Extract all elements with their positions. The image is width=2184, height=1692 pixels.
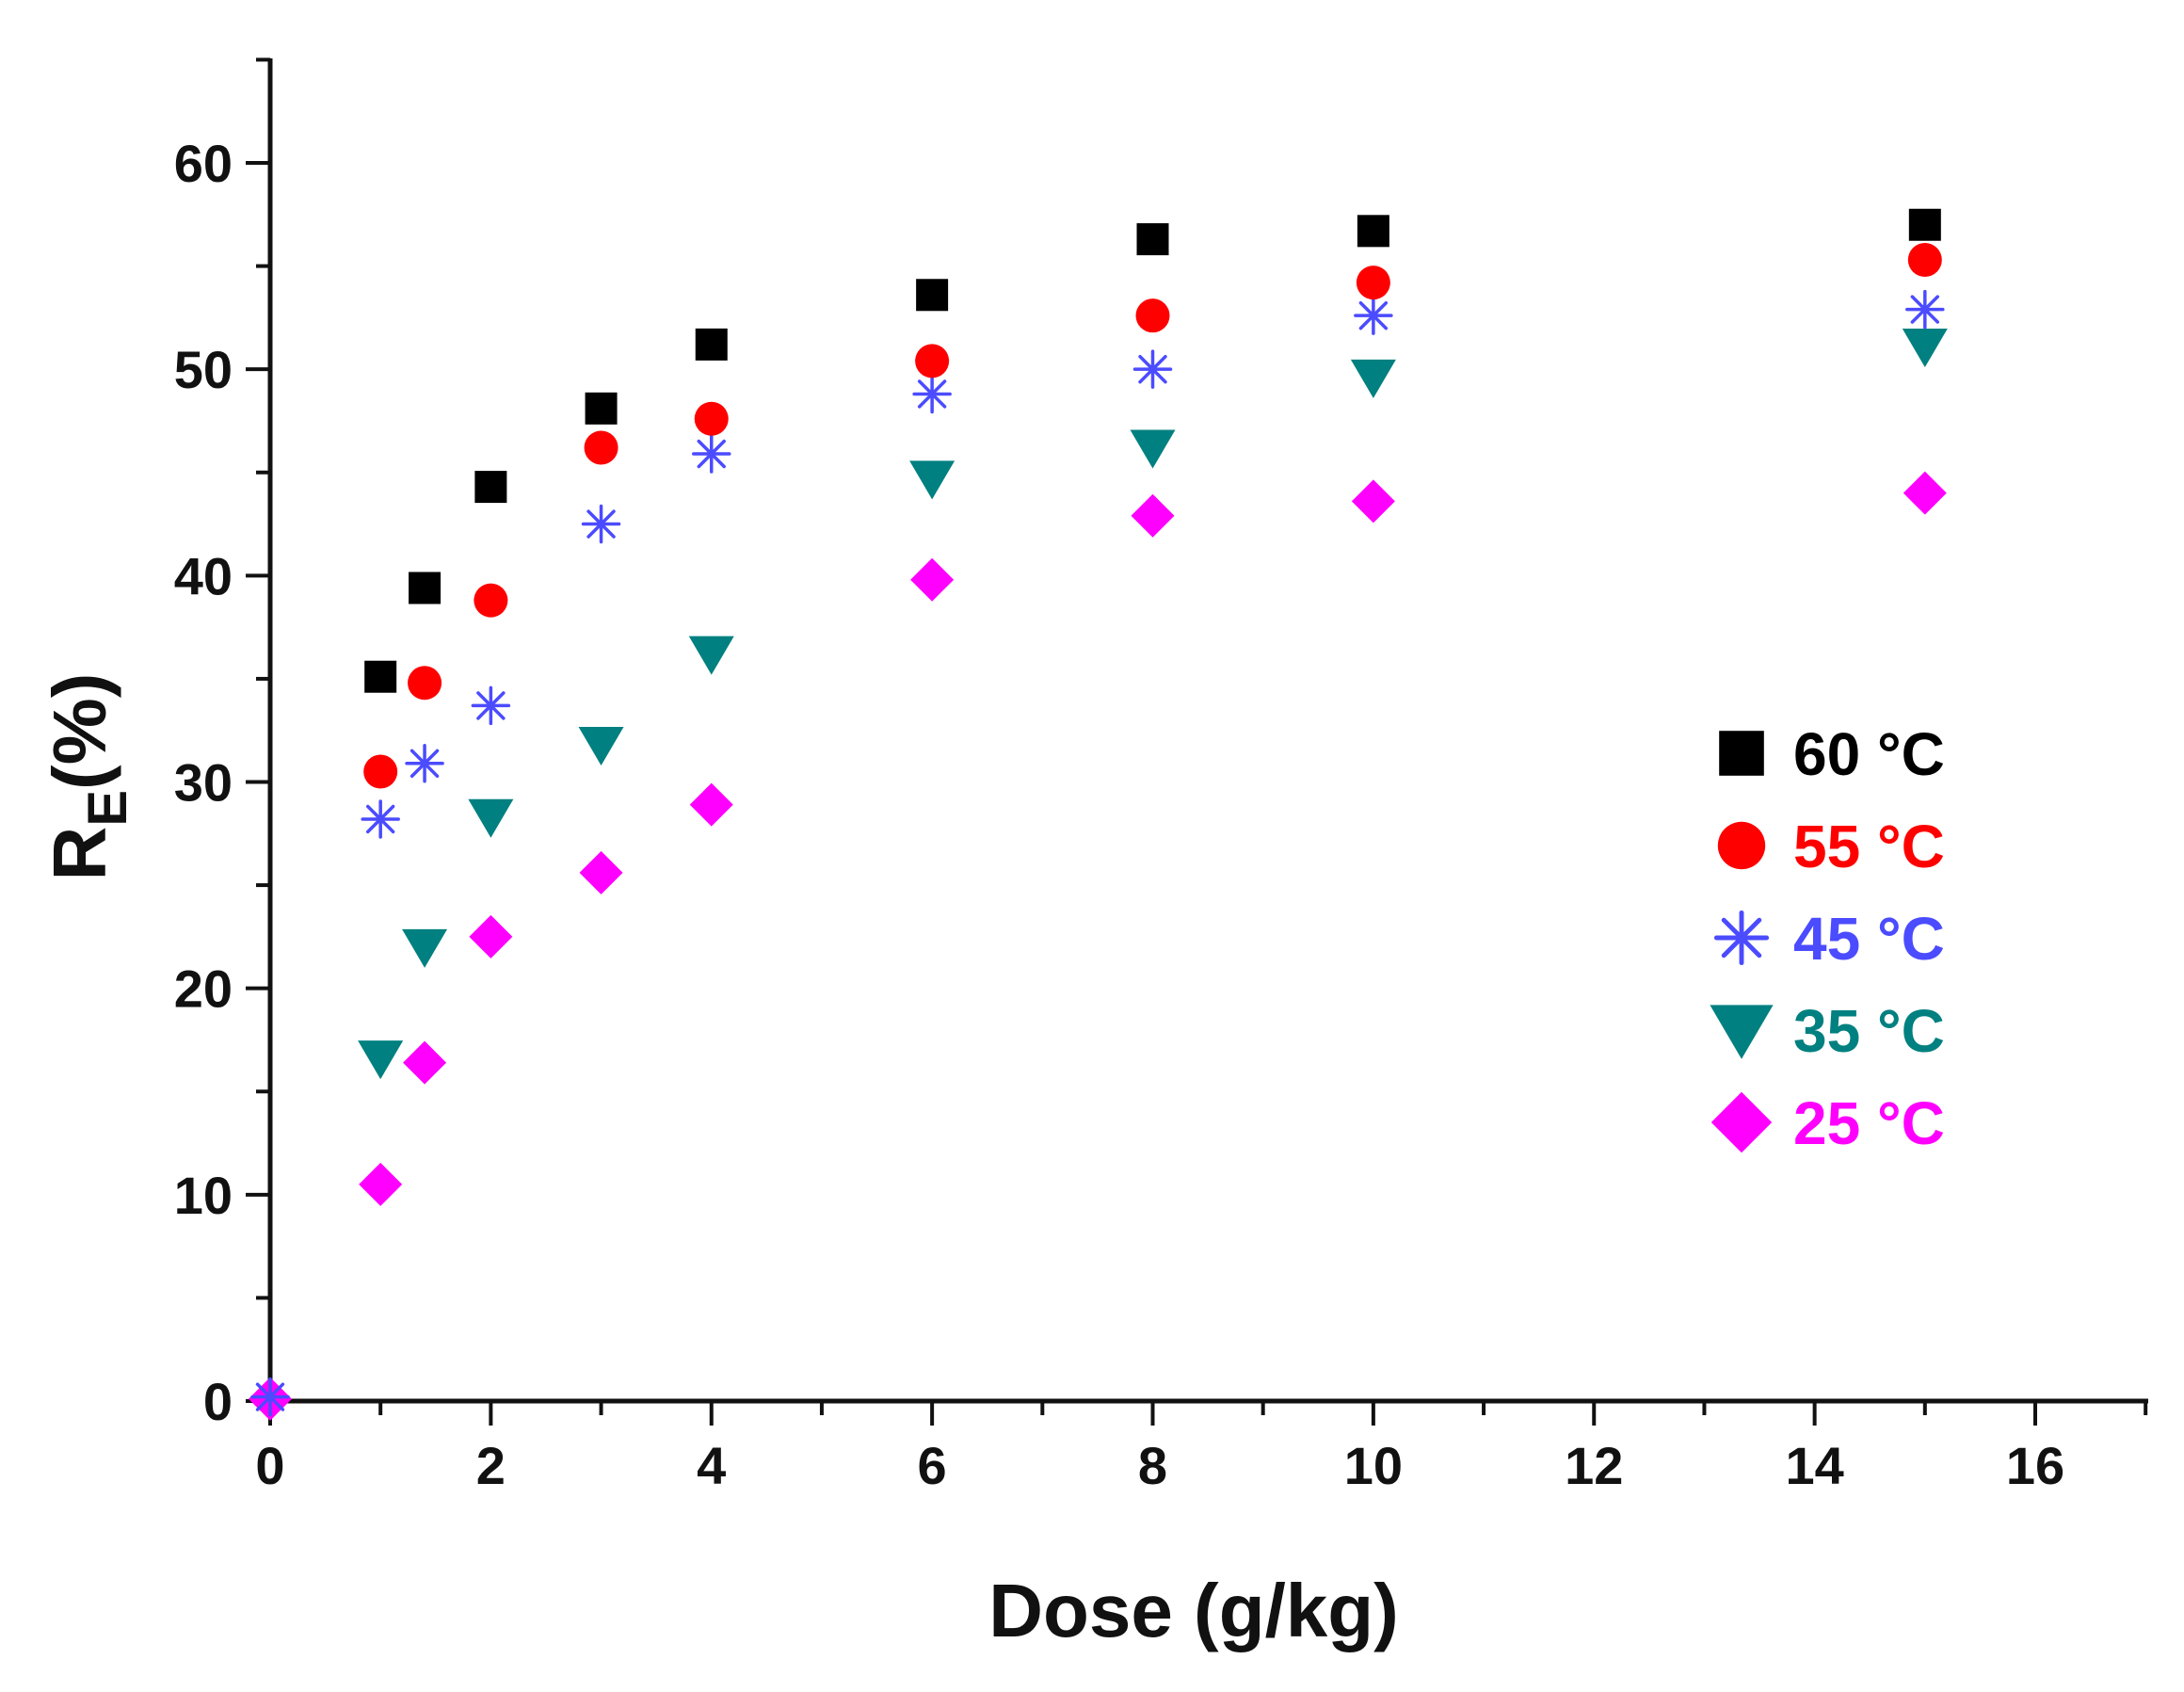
point-25c — [403, 1040, 447, 1085]
legend-marker-55c — [1717, 821, 1766, 870]
point-25c — [910, 557, 955, 602]
point-60c — [585, 392, 618, 425]
y-tick-label: 20 — [174, 959, 233, 1019]
point-60c — [474, 471, 507, 504]
x-tick-label: 8 — [1138, 1436, 1167, 1495]
tick-marks — [246, 57, 2148, 1426]
x-axis-title: Dose (g/kg) — [988, 1569, 1399, 1652]
asterisk-stroke — [917, 379, 947, 409]
point-45c — [405, 744, 444, 783]
asterisk-stroke — [366, 804, 395, 834]
point-60c — [1136, 223, 1169, 256]
point-60c — [364, 660, 397, 693]
y-tick-label: 40 — [174, 546, 233, 605]
x-tick-label: 12 — [1565, 1436, 1623, 1495]
point-60c — [1357, 215, 1389, 248]
point-55c — [363, 754, 398, 789]
point-25c — [579, 850, 623, 894]
point-25c — [689, 782, 733, 827]
point-60c — [695, 328, 728, 361]
point-55c — [694, 401, 729, 436]
y-tick-label: 60 — [174, 134, 233, 193]
legend-marker-shape — [1710, 1091, 1773, 1153]
point-45c — [1354, 296, 1393, 335]
legend-marker-60c — [1719, 731, 1764, 776]
x-tick-label: 2 — [476, 1436, 506, 1495]
point-45c — [1132, 349, 1173, 389]
point-35c — [1350, 359, 1396, 398]
y-axis-title-subscript: E — [77, 790, 138, 827]
asterisk-stroke — [1138, 354, 1167, 384]
point-45c — [912, 374, 952, 414]
legend-marker-25c — [1710, 1091, 1773, 1153]
point-35c — [468, 798, 514, 838]
point-25c — [469, 914, 513, 959]
point-55c — [1907, 243, 1942, 278]
asterisk-stroke — [476, 691, 506, 720]
data-points — [249, 208, 1948, 1421]
point-55c — [915, 344, 950, 379]
legend-label-45c: 45 °C — [1793, 905, 1945, 973]
point-35c — [402, 928, 448, 968]
asterisk-stroke — [410, 749, 440, 778]
point-60c — [409, 572, 442, 604]
x-tick-label: 0 — [255, 1436, 284, 1495]
point-45c — [250, 1377, 290, 1417]
point-55c — [1135, 298, 1170, 333]
legend-label-25c: 25 °C — [1793, 1089, 1945, 1157]
asterisk-stroke — [255, 1382, 285, 1411]
point-35c — [1130, 429, 1176, 469]
y-tick-label: 0 — [203, 1372, 233, 1431]
asterisk-stroke — [1358, 300, 1389, 330]
point-35c — [688, 636, 734, 675]
legend-marker-shape — [1719, 731, 1764, 776]
point-45c — [1905, 289, 1945, 330]
axes — [267, 58, 2148, 1404]
legend-label-35c: 35 °C — [1793, 997, 1945, 1065]
point-55c — [408, 666, 442, 701]
legend-label-55c: 55 °C — [1793, 813, 1945, 880]
x-tick-label: 14 — [1785, 1436, 1843, 1495]
legend-marker-35c — [1710, 1005, 1774, 1059]
legend: 60 °C 55 °C 45 °C 35 °C 25 °C — [1710, 720, 1945, 1157]
point-55c — [1356, 266, 1390, 300]
point-45c — [581, 504, 621, 544]
x-tick-label: 16 — [2006, 1436, 2064, 1495]
legend-marker-shape — [1717, 821, 1766, 870]
y-tick-label: 10 — [174, 1166, 233, 1225]
legend-marker-45c — [1713, 910, 1770, 966]
point-25c — [359, 1162, 403, 1206]
point-60c — [916, 279, 949, 312]
point-35c — [358, 1040, 404, 1080]
asterisk-stroke — [586, 509, 616, 539]
asterisk-stroke — [1910, 295, 1939, 324]
point-35c — [578, 727, 624, 766]
x-tick-label: 4 — [697, 1436, 726, 1495]
y-tick-label: 50 — [174, 340, 233, 399]
point-60c — [1908, 208, 1941, 241]
y-tick-label: 30 — [174, 753, 233, 813]
asterisk-stroke — [1721, 917, 1762, 959]
y-axis-title-suffix: (%) — [38, 673, 121, 790]
x-tick-label: 10 — [1344, 1436, 1403, 1495]
point-25c — [1351, 479, 1395, 524]
x-tick-label: 6 — [918, 1436, 947, 1495]
point-45c — [361, 799, 400, 839]
legend-marker-shape — [1713, 910, 1770, 966]
point-55c — [474, 583, 508, 618]
legend-label-60c: 60 °C — [1793, 720, 1945, 788]
asterisk-stroke — [697, 439, 726, 469]
point-35c — [1902, 329, 1948, 368]
tick-labels: 0 2 4 6 8 10 12 14 16 0 10 20 30 40 50 60 — [174, 134, 2064, 1495]
point-25c — [1131, 493, 1175, 538]
point-45c — [692, 434, 731, 474]
y-axis-title-main: R — [38, 827, 121, 881]
point-35c — [909, 460, 956, 500]
point-45c — [471, 685, 511, 726]
point-55c — [584, 430, 618, 465]
point-25c — [1903, 471, 1947, 515]
legend-marker-shape — [1710, 1005, 1774, 1059]
y-axis-title: RE(%) — [38, 673, 138, 881]
